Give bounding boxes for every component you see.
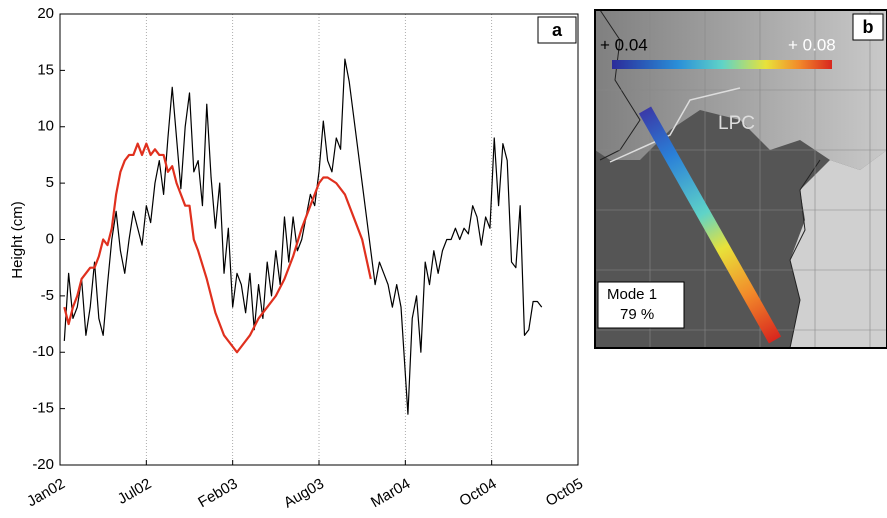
x-tick-label: Oct05 [543, 475, 586, 510]
panel-a: Jan02 Jul02 Feb03 Aug03 Mar04 Oct04 Oct05 -20 -1… [24, 5, 586, 512]
scale-min: + 0.04 [600, 35, 648, 54]
panel-b: + 0.04 + 0.08 LPC Mode 1 79 % b [594, 9, 887, 349]
y-tick-label: -5 [41, 287, 54, 304]
panel-label: a [552, 20, 563, 40]
map-land [790, 150, 887, 348]
x-tick-label: Aug03 [281, 475, 327, 511]
map-frame [594, 9, 887, 349]
series-line [63, 58, 543, 415]
panel-label-box [852, 13, 884, 41]
y-tick-label: -20 [32, 456, 54, 473]
panel-label-box [537, 16, 577, 44]
panel-label: b [863, 17, 874, 37]
mode-label: Mode 1 [607, 286, 657, 303]
y-tick-label: 5 [46, 174, 54, 191]
coastline [599, 9, 821, 349]
series-line [63, 142, 372, 354]
x-tick-label: Jan02 [24, 475, 68, 510]
y-tick-label: 10 [37, 118, 54, 135]
track [638, 106, 782, 344]
region-label: LPC [718, 113, 755, 134]
y-tick-label: 15 [37, 61, 54, 78]
x-tick-label: Oct04 [456, 475, 499, 510]
scale-max: + 0.08 [788, 35, 836, 54]
colorbar [612, 60, 832, 69]
mode-percent: 79 % [620, 306, 654, 323]
x-tick-label: Mar04 [368, 475, 413, 511]
y-tick-label: -10 [32, 343, 54, 360]
lpc-line [609, 87, 741, 163]
y-axis-label: Height (cm) [9, 201, 26, 279]
y-tick-label: 0 [46, 230, 54, 247]
mode-box [597, 281, 685, 329]
plot-frame [59, 13, 579, 466]
y-tick-label: 20 [37, 5, 54, 22]
x-tick-label: Jul02 [115, 475, 155, 508]
y-tick-label: -15 [32, 400, 54, 417]
x-tick-label: Feb03 [195, 475, 240, 511]
